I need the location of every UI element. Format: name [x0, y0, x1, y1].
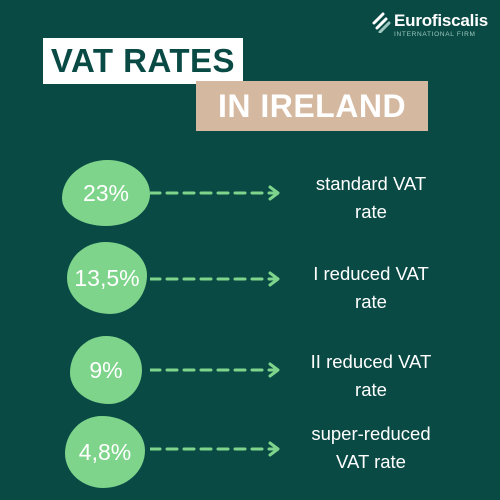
title-banner: VAT RATES	[43, 38, 243, 84]
rate-description-line: super-reduced	[311, 423, 431, 444]
rate-value: 23%	[82, 179, 130, 206]
page-title: VAT RATES	[50, 42, 236, 79]
rate-description: I reduced VAT rate	[286, 260, 456, 316]
rate-description-line: II reduced VAT	[310, 351, 432, 372]
brand-tagline: INTERNATIONAL FIRM	[394, 31, 476, 38]
dashed-arrow-icon	[150, 185, 280, 201]
eurofiscalis-logo: Eurofiscalis INTERNATIONAL FIRM	[371, 10, 493, 42]
rate-row-standard: 23% standard VAT rate	[0, 150, 500, 230]
rate-row-reduced-1: 13,5% I reduced VAT rate	[0, 236, 500, 316]
page-subtitle: IN IRELAND	[217, 87, 407, 124]
rate-bubble: 4,8%	[65, 416, 145, 488]
subtitle-banner: IN IRELAND	[196, 81, 428, 131]
dashed-arrow-icon	[150, 441, 280, 457]
rate-row-super-reduced: 4,8% super-reduced VAT rate	[0, 412, 500, 492]
rate-value: 4,8%	[78, 438, 132, 465]
rate-row-reduced-2: 9% II reduced VAT rate	[0, 326, 500, 406]
rate-description: super-reduced VAT rate	[286, 420, 456, 476]
dashed-arrow-icon	[150, 362, 280, 378]
rate-value: 9%	[89, 356, 123, 383]
rate-description: II reduced VAT rate	[286, 348, 456, 404]
logo-mark-icon	[372, 12, 391, 33]
rate-bubble: 9%	[70, 336, 142, 404]
rate-description-line: rate	[355, 201, 387, 222]
brand-name: Eurofiscalis	[394, 11, 488, 30]
rate-description-line: rate	[355, 291, 387, 312]
rate-description: standard VAT rate	[286, 170, 456, 226]
rate-value: 13,5%	[74, 264, 140, 291]
rate-description-line: rate	[355, 379, 387, 400]
rate-bubble: 13,5%	[67, 242, 147, 314]
rate-description-line: standard VAT	[315, 173, 427, 194]
rate-bubble: 23%	[62, 160, 150, 226]
rate-description-line: I reduced VAT	[313, 263, 429, 284]
dashed-arrow-icon	[150, 271, 280, 287]
rate-description-line: VAT rate	[336, 451, 406, 472]
